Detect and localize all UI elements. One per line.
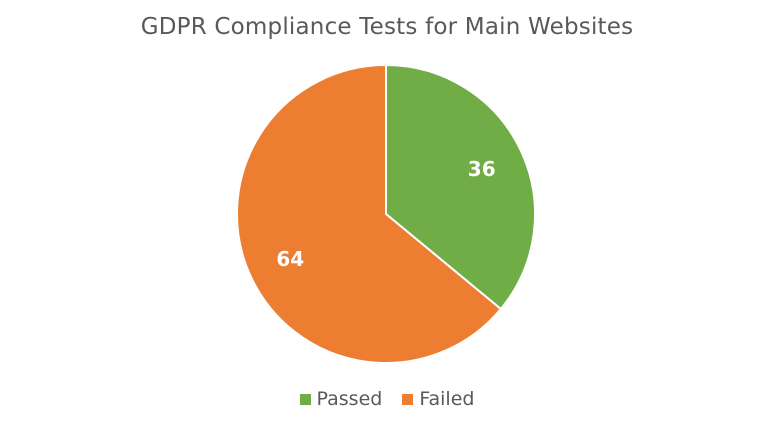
legend-item-passed: Passed — [299, 388, 383, 410]
legend-label-passed: Passed — [316, 388, 383, 410]
legend-item-failed: Failed — [402, 388, 474, 410]
chart-legend: Passed Failed — [0, 388, 774, 410]
data-label-passed: 36 — [468, 157, 496, 181]
pie-slice-failed — [236, 63, 503, 364]
legend-label-failed: Failed — [419, 388, 475, 410]
legend-swatch-passed — [299, 393, 311, 405]
pie-slices — [236, 63, 536, 364]
pie-data-labels: 36 64 — [276, 157, 495, 271]
chart-title: GDPR Compliance Tests for Main Websites — [140, 14, 634, 40]
pie-slice-passed — [385, 63, 536, 311]
legend-swatch-failed — [402, 393, 414, 405]
data-label-failed: 64 — [276, 247, 304, 271]
